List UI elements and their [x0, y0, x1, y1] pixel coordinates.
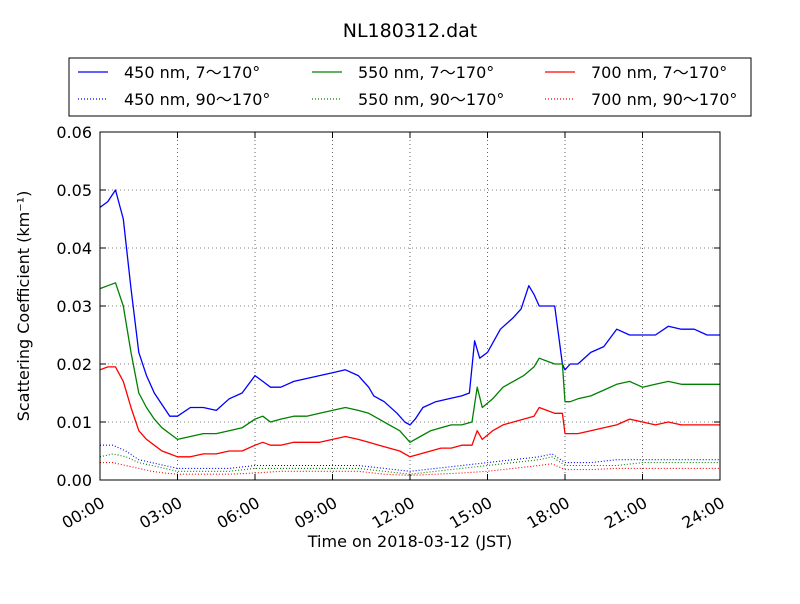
legend-label-700-back: 700 nm, 90～170° [591, 90, 737, 109]
series-line-s550_total [99, 282, 720, 443]
legend: 450 nm, 7～170° 550 nm, 7～170° 700 nm, 7～… [68, 57, 752, 117]
legend-label-450-total: 450 nm, 7～170° [124, 63, 260, 82]
y-tick-label: 0.06 [56, 123, 92, 142]
x-tick-label: 09:00 [291, 493, 340, 533]
x-tick-label: 00:00 [59, 493, 108, 533]
chart-title: NL180312.dat [343, 20, 478, 42]
legend-label-550-back: 550 nm, 90～170° [358, 90, 504, 109]
plot-frame [99, 131, 721, 481]
legend-label-450-back: 450 nm, 90～170° [124, 90, 270, 109]
legend-label-700-total: 700 nm, 7～170° [591, 63, 727, 82]
series-line-s450_total [99, 189, 720, 426]
y-tick-label: 0.03 [56, 297, 92, 316]
y-tick-label: 0.04 [56, 239, 92, 258]
x-tick-label: 18:00 [524, 493, 573, 533]
legend-box [68, 57, 752, 117]
x-tick-label: 24:00 [679, 493, 728, 533]
x-tick-label: 12:00 [369, 493, 418, 533]
series-line-s450_back [100, 444, 720, 472]
y-axis-label: Scattering Coefficient (km⁻¹) [14, 191, 33, 422]
grid-lines [100, 132, 720, 480]
x-axis-label: Time on 2018-03-12 (JST) [307, 532, 512, 551]
y-tick-label: 0.02 [56, 355, 92, 374]
x-tick-label: 03:00 [136, 493, 185, 533]
x-tick-label: 15:00 [446, 493, 495, 533]
data-series [99, 189, 720, 476]
legend-label-550-total: 550 nm, 7～170° [358, 63, 494, 82]
y-tick-label: 0.01 [56, 413, 92, 432]
x-tick-label: 21:00 [601, 493, 650, 533]
y-tick-label: 0.05 [56, 181, 92, 200]
axis-ticks: 00:00 03:00 06:00 09:00 12:00 15:00 18:00 21:00… [56, 123, 728, 533]
y-tick-label: 0.00 [56, 471, 92, 490]
x-tick-label: 06:00 [214, 493, 263, 533]
series-line-s700_total [99, 366, 720, 458]
series-line-s700_back [100, 462, 720, 476]
